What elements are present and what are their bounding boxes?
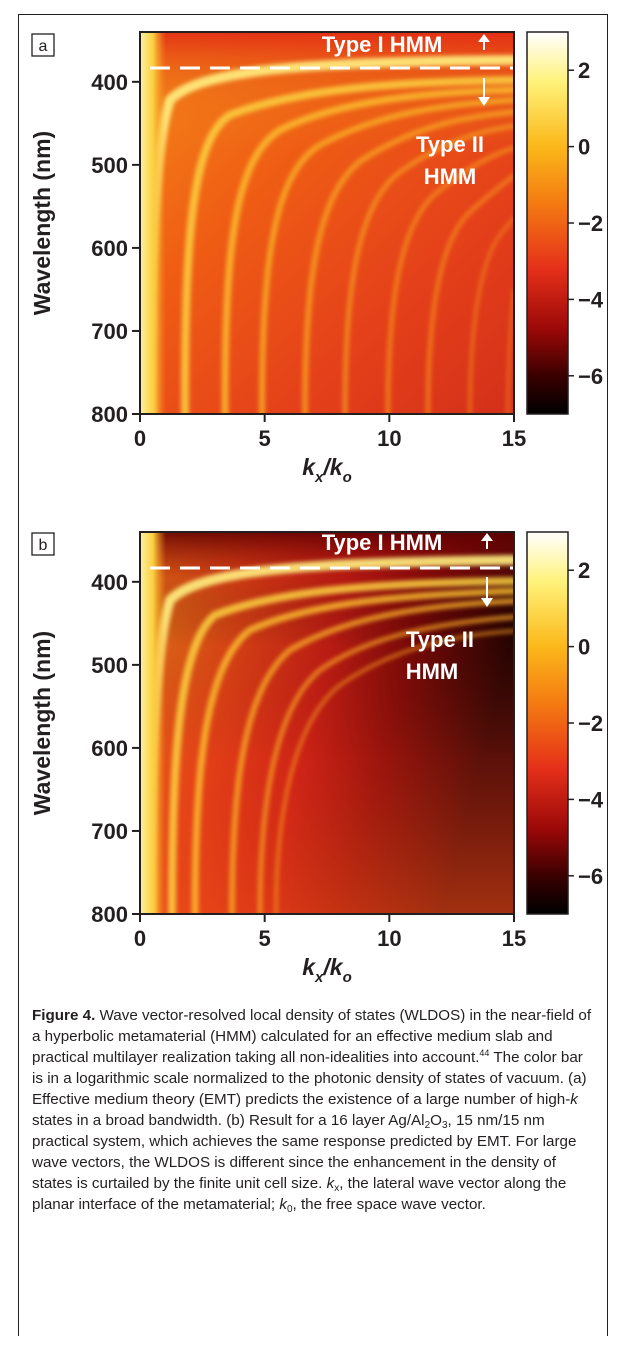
arrow-down-icon [478,78,490,106]
heatmap-b [140,532,514,914]
type2-label-b-line1: Type II [406,627,474,652]
caption-kx-sub: x [334,1183,340,1194]
type1-label-a: Type I HMM [322,32,443,57]
figure-caption: Figure 4. Wave vector-resolved local den… [32,1005,592,1215]
caption-text-6: , the free space wave vector. [292,1196,486,1213]
y-axis-label-b: Wavelength (nm) [29,631,55,815]
panel-label-b: b [39,537,48,554]
caption-text-3: states in a broad bandwidth. (b) Result … [32,1112,425,1129]
caption-kx: k [326,1175,335,1192]
y-axis-b: 400 500 600 700 800 [91,570,140,927]
panel-label-box-a [31,33,55,57]
caption-k0: k [279,1196,287,1213]
y-axis-a: 400 500 600 700 800 [91,70,140,427]
caption-sub-al: 2 [424,1120,431,1131]
colorbar-tick-label: −4 [578,287,604,312]
y-tick-label: 700 [91,319,128,344]
colorbar-tick-label: −6 [578,864,603,889]
caption-text-5: , the lateral wave vector along the plan… [32,1175,567,1213]
colorbar-a [526,31,569,415]
colorbar-tick-label: 2 [578,558,590,583]
x-axis-label-a: kx/ko [302,454,352,486]
y-tick-label: 500 [91,653,128,678]
x-tick-label: 0 [134,926,146,951]
x-tick-label: 15 [502,926,526,951]
y-tick-label: 700 [91,819,128,844]
plot-frame-b [139,531,515,915]
colorbar-tick-label: −2 [578,711,603,736]
arrow-up-icon [481,533,493,549]
colorbar-b [526,531,569,915]
x-tick-label: 5 [259,926,271,951]
colorbar-tick-label: 2 [578,58,590,83]
type2-label-a-line2: HMM [424,164,477,189]
panel-a-svg: a Type I HMM Type II HMM 400500600700800… [29,31,604,486]
caption-text-1: Wave vector-resolved local density of st… [32,1007,592,1066]
colorbar-tick-label: −4 [578,787,604,812]
caption-label: Figure 4. [32,1007,96,1024]
y-tick-label: 800 [91,402,128,427]
y-tick-label: 400 [91,570,128,595]
x-tick-label: 10 [377,926,401,951]
x-axis-a: 0 5 10 15 [134,414,526,451]
caption-k-italic: k [570,1091,578,1108]
heatmap-a [140,32,514,414]
panel-label-a: a [39,38,48,55]
panel-b-svg: b Type I HMM Type II HMM 400500600700800… [29,530,604,986]
caption-text-4: , 15 nm/15 nm practical system, which ac… [32,1112,577,1192]
type2-label-b-line2: HMM [406,659,459,684]
type1-label-b: Type I HMM [322,530,443,555]
y-axis-label-a: Wavelength (nm) [29,131,55,315]
caption-o-char: O [430,1112,442,1129]
colorbar-tick-label: −6 [578,364,603,389]
y-tick-label: 400 [91,70,128,95]
y-tick-label: 500 [91,153,128,178]
type2-label-a-line1: Type II [416,132,484,157]
colorbar-ticks-b: 2 0 −2 −4 −6 [568,558,604,889]
x-axis-label-b: kx/ko [302,954,352,986]
caption-sub-o: 3 [441,1120,448,1131]
x-tick-label: 10 [377,426,401,451]
caption-k0-sub: 0 [286,1204,293,1215]
y-tick-label: 800 [91,902,128,927]
panel-b: b Type I HMM Type II HMM 400 500 600 700 800… [0,505,625,1105]
y-tick-label: 600 [91,236,128,261]
arrow-up-icon [478,34,490,50]
colorbar-tick-label: −2 [578,211,603,236]
y-tick-label: 600 [91,736,128,761]
x-axis-b: 0 5 10 15 [134,914,526,951]
plot-frame-a [139,31,515,415]
colorbar-tick-label: 0 [578,635,590,660]
colorbar-ticks-a: 2 0 −2 −4 −6 [568,58,604,389]
x-tick-label: 15 [502,426,526,451]
caption-text-2: The color bar is in a logarithmic scale … [32,1049,587,1108]
panel-label-box-b [31,532,55,556]
caption-ref: 44 [479,1048,490,1058]
figure-frame [18,14,608,1336]
colorbar-tick-label: 0 [578,135,590,160]
arrow-down-icon [481,577,493,607]
x-tick-label: 5 [259,426,271,451]
x-tick-label: 0 [134,426,146,451]
panel-a: a Type I HMM Type II HMM 400 500 600 700 800… [0,0,625,600]
